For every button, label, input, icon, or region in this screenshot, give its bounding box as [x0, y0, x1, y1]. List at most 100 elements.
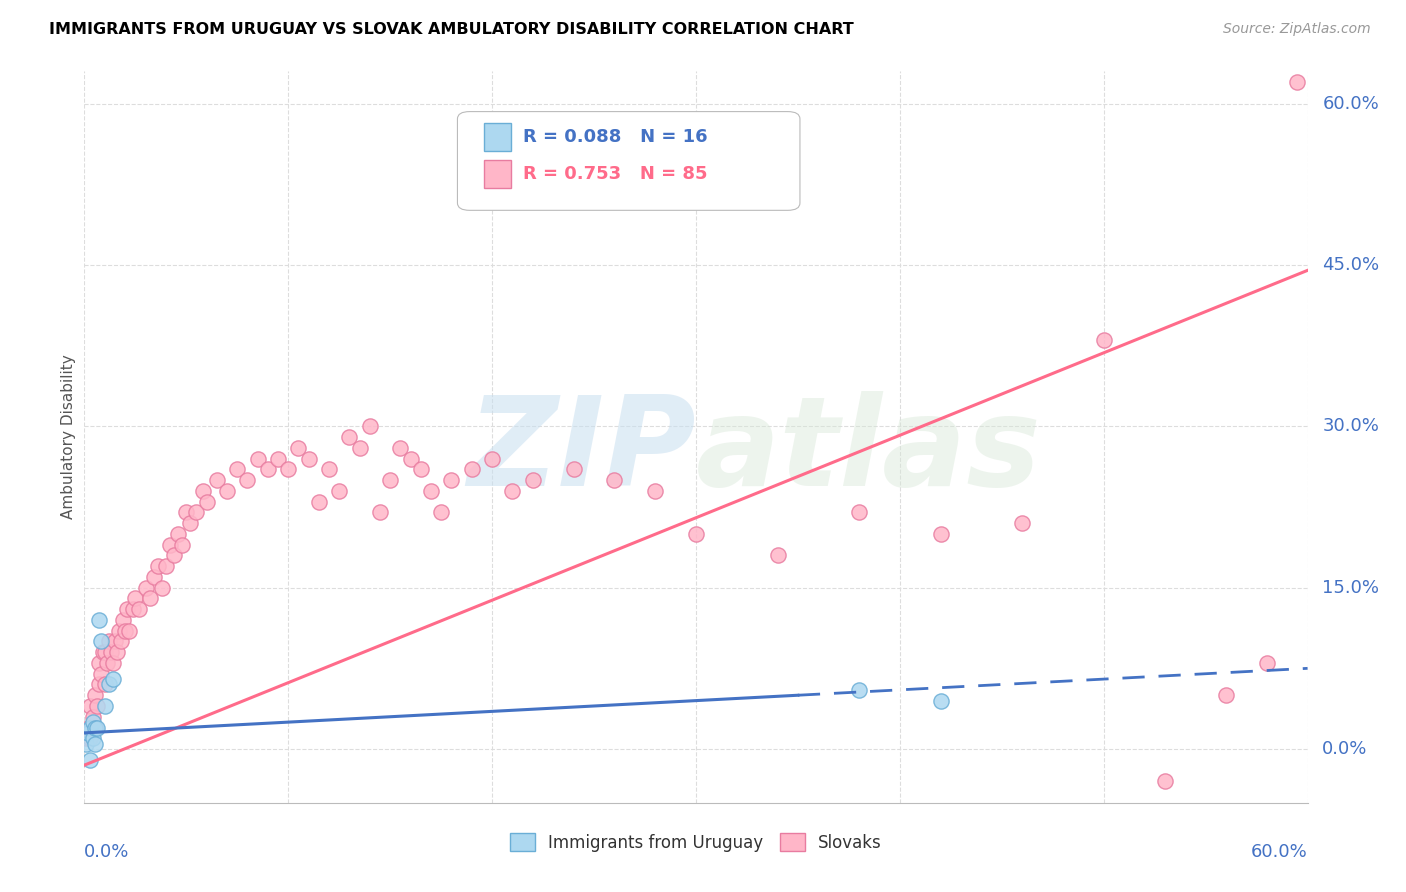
Point	[118, 624, 141, 638]
Point	[205, 473, 228, 487]
Point	[217, 483, 239, 498]
Point	[420, 483, 443, 498]
Point	[86, 721, 108, 735]
Point	[124, 591, 146, 606]
Point	[226, 462, 249, 476]
Point	[603, 473, 626, 487]
Point	[848, 682, 870, 697]
Point	[100, 645, 122, 659]
FancyBboxPatch shape	[484, 123, 512, 151]
Point	[191, 483, 214, 498]
Point	[1092, 333, 1115, 347]
Text: ZIP: ZIP	[467, 392, 696, 512]
Point	[318, 462, 340, 476]
Point	[359, 419, 381, 434]
Point	[287, 441, 309, 455]
Point	[430, 505, 453, 519]
Point	[128, 602, 150, 616]
Point	[267, 451, 290, 466]
Point	[112, 613, 135, 627]
Point	[115, 602, 138, 616]
Text: 30.0%: 30.0%	[1322, 417, 1379, 435]
Point	[409, 462, 432, 476]
Point	[82, 710, 104, 724]
Point	[172, 538, 194, 552]
Point	[1215, 688, 1237, 702]
Point	[96, 656, 118, 670]
Point	[1011, 516, 1033, 530]
Point	[685, 527, 707, 541]
Point	[339, 430, 361, 444]
Text: IMMIGRANTS FROM URUGUAY VS SLOVAK AMBULATORY DISABILITY CORRELATION CHART: IMMIGRANTS FROM URUGUAY VS SLOVAK AMBULA…	[49, 22, 853, 37]
Point	[79, 731, 101, 746]
Point	[87, 613, 110, 627]
Point	[1154, 774, 1177, 789]
Text: 0.0%: 0.0%	[1322, 740, 1368, 758]
Point	[1256, 656, 1278, 670]
Point	[380, 473, 402, 487]
Point	[83, 737, 105, 751]
Text: Source: ZipAtlas.com: Source: ZipAtlas.com	[1223, 22, 1371, 37]
Point	[93, 645, 115, 659]
Point	[150, 581, 173, 595]
FancyBboxPatch shape	[484, 160, 512, 187]
Point	[163, 549, 186, 563]
Point	[79, 721, 101, 735]
Point	[644, 483, 666, 498]
Point	[97, 677, 120, 691]
Text: R = 0.088   N = 16: R = 0.088 N = 16	[523, 128, 709, 146]
Point	[79, 753, 101, 767]
Point	[461, 462, 484, 476]
Point	[82, 715, 104, 730]
Text: 45.0%: 45.0%	[1322, 256, 1379, 274]
Point	[101, 656, 124, 670]
Point	[159, 538, 181, 552]
Point	[75, 737, 97, 751]
Point	[122, 602, 145, 616]
Legend: Immigrants from Uruguay, Slovaks: Immigrants from Uruguay, Slovaks	[502, 825, 890, 860]
Point	[328, 483, 350, 498]
Point	[155, 559, 177, 574]
Point	[389, 441, 412, 455]
Text: 60.0%: 60.0%	[1251, 843, 1308, 861]
Point	[104, 634, 127, 648]
Point	[93, 698, 115, 713]
Point	[257, 462, 280, 476]
Point	[929, 527, 952, 541]
Point	[83, 721, 105, 735]
Point	[105, 645, 128, 659]
Text: 15.0%: 15.0%	[1322, 579, 1379, 597]
Point	[108, 624, 131, 638]
Point	[195, 494, 218, 508]
Point	[114, 624, 136, 638]
Point	[87, 656, 110, 670]
Point	[77, 726, 100, 740]
FancyBboxPatch shape	[457, 112, 800, 211]
Point	[97, 634, 120, 648]
Point	[179, 516, 201, 530]
Point	[135, 581, 157, 595]
Point	[79, 698, 101, 713]
Text: 0.0%: 0.0%	[84, 843, 129, 861]
Point	[522, 473, 544, 487]
Point	[167, 527, 190, 541]
Point	[766, 549, 789, 563]
Point	[502, 483, 524, 498]
Point	[349, 441, 371, 455]
Point	[91, 645, 114, 659]
Point	[562, 462, 585, 476]
Point	[1286, 75, 1309, 89]
Point	[848, 505, 870, 519]
Point	[298, 451, 321, 466]
Point	[440, 473, 463, 487]
Point	[174, 505, 197, 519]
Y-axis label: Ambulatory Disability: Ambulatory Disability	[60, 355, 76, 519]
Point	[186, 505, 208, 519]
Point	[110, 634, 132, 648]
Point	[146, 559, 169, 574]
Text: R = 0.753   N = 85: R = 0.753 N = 85	[523, 165, 709, 183]
Point	[83, 688, 105, 702]
Point	[83, 721, 105, 735]
Point	[138, 591, 160, 606]
Point	[929, 693, 952, 707]
